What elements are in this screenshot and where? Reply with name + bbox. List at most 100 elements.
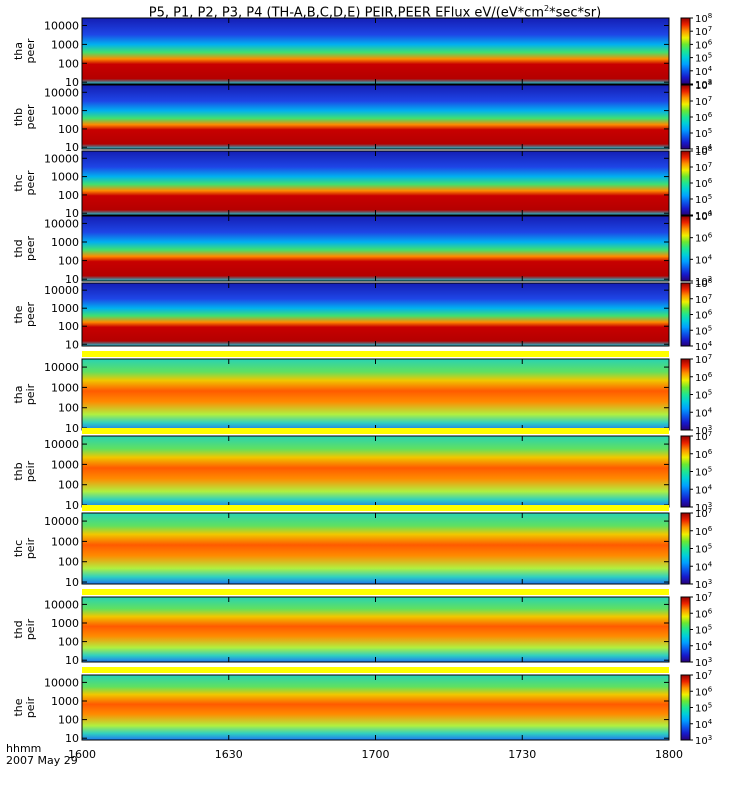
y-axis-label: thb [12, 462, 25, 480]
colorbar-tick-label: 106 [695, 232, 713, 245]
colorbar-tick-label: 107 [695, 430, 712, 443]
colorbar-tick-label: 103 [695, 734, 712, 747]
colorbar [680, 84, 691, 150]
data-gap-strip [82, 667, 669, 673]
y-axis-label: peir [24, 537, 37, 559]
spectrogram-image [82, 85, 669, 149]
y-tick-label: 100 [58, 479, 79, 492]
colorbar-tick-label: 105 [695, 702, 712, 715]
data-gap-strip [82, 428, 669, 434]
y-axis-label: the [12, 698, 25, 716]
colorbar-tick-label: 106 [695, 111, 713, 124]
colorbar-tick-label: 105 [695, 466, 712, 479]
x-tick-label: 1730 [508, 748, 536, 761]
colorbar-tick-label: 106 [695, 685, 713, 698]
y-axis-label: thd [12, 620, 25, 638]
colorbar [680, 435, 691, 508]
colorbar-tick-label: 104 [695, 718, 713, 731]
colorbar [680, 358, 691, 431]
y-tick-label: 1000 [51, 302, 79, 315]
y-axis-label: peer [24, 170, 37, 196]
y-axis-label: thc [12, 540, 25, 557]
y-tick-label: 10 [65, 732, 79, 745]
colorbar-tick-label: 107 [695, 591, 712, 604]
colorbar [680, 512, 691, 585]
colorbar-tick-label: 108 [695, 12, 712, 25]
y-axis-label: peer [24, 236, 37, 262]
y-tick-label: 1000 [51, 236, 79, 249]
spectrogram-image [82, 151, 669, 215]
y-axis-label: peir [24, 460, 37, 482]
x-tick-label: 1800 [655, 748, 683, 761]
colorbar-tick-label: 107 [695, 507, 712, 520]
colorbar [680, 150, 691, 216]
y-tick-label: 100 [58, 123, 79, 136]
y-tick-label: 1000 [51, 617, 79, 630]
y-tick-label: 10000 [44, 217, 79, 230]
y-axis-label: thb [12, 108, 25, 126]
y-axis-label: peir [24, 383, 37, 405]
y-tick-label: 100 [58, 636, 79, 649]
colorbar-tick-label: 103 [695, 578, 712, 591]
y-tick-label: 100 [58, 556, 79, 569]
colorbar-tick-label: 108 [695, 277, 712, 290]
colorbar-tick-label: 106 [695, 309, 713, 322]
panel-the-peir: 10 100 1000 10000 the peir 103 104 105 106 107 [12, 667, 713, 747]
y-axis-label: tha [12, 385, 25, 403]
colorbar-tick-label: 104 [695, 483, 713, 496]
colorbar-tick-label: 106 [695, 38, 713, 51]
figure-title: P5, P1, P2, P3, P4 (TH-A,B,C,D,E) PEIR,P… [0, 0, 750, 22]
colorbar-tick-label: 104 [695, 253, 713, 266]
spectrogram-image [82, 597, 669, 662]
y-tick-label: 10 [65, 338, 79, 351]
panel-the-peer: 10 100 1000 10000 the peer 104 105 106 107 108 [12, 277, 713, 353]
colorbar [680, 674, 691, 741]
colorbar-tick-label: 107 [695, 25, 712, 38]
data-gap-strip [82, 351, 669, 357]
y-tick-label: 100 [58, 255, 79, 268]
y-tick-label: 100 [58, 189, 79, 202]
y-tick-label: 10 [65, 576, 79, 589]
colorbar [680, 282, 691, 347]
colorbar-tick-label: 105 [695, 389, 712, 402]
spectrogram-image [82, 18, 669, 84]
spectrogram-image [82, 216, 669, 281]
colorbar-tick-label: 106 [695, 525, 713, 538]
colorbar-tick-label: 105 [695, 543, 712, 556]
colorbar-tick-label: 105 [695, 127, 712, 140]
colorbar [680, 17, 691, 85]
colorbar-tick-label: 106 [695, 177, 713, 190]
date-label: 2007 May 29 [6, 754, 78, 767]
data-gap-strip [82, 505, 669, 511]
colorbar-tick-label: 107 [695, 353, 712, 366]
y-tick-label: 100 [58, 714, 79, 727]
y-axis-label: peir [24, 618, 37, 640]
y-tick-label: 1000 [51, 695, 79, 708]
colorbar-tick-label: 106 [695, 448, 713, 461]
colorbar-tick-label: 104 [695, 640, 713, 653]
y-axis-label: peer [24, 104, 37, 130]
panel-thc-peir: 10 100 1000 10000 thc peir 103 104 105 106 107 [12, 505, 713, 591]
y-tick-label: 100 [58, 402, 79, 415]
colorbar-tick-label: 107 [695, 669, 712, 682]
y-tick-label: 1000 [51, 458, 79, 471]
time-axis-label: hhmm [6, 742, 42, 755]
spectrogram-image [82, 675, 669, 740]
colorbar-tick-label: 108 [695, 210, 712, 223]
y-tick-label: 10 [65, 76, 79, 89]
spectrogram-image [82, 359, 669, 430]
colorbar-tick-label: 103 [695, 656, 712, 669]
colorbar [680, 596, 691, 663]
y-axis-label: peir [24, 696, 37, 718]
colorbar-tick-label: 104 [695, 560, 713, 573]
y-axis-label: peer [24, 302, 37, 328]
y-tick-label: 1000 [51, 171, 79, 184]
spectrogram-image [82, 436, 669, 507]
colorbar-tick-label: 106 [695, 371, 713, 384]
y-tick-label: 10000 [44, 598, 79, 611]
